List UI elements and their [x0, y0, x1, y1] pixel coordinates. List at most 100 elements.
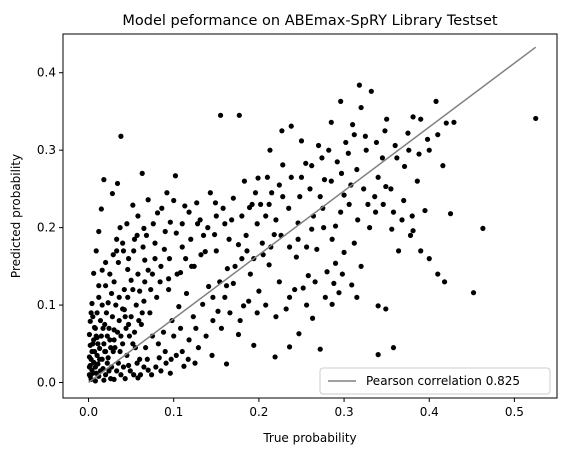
- data-point: [139, 310, 145, 316]
- data-point: [349, 122, 356, 128]
- data-point: [186, 209, 192, 215]
- data-point: [102, 372, 109, 378]
- data-point: [173, 352, 179, 358]
- data-point: [134, 360, 140, 366]
- data-point: [143, 345, 149, 351]
- data-point: [388, 186, 394, 192]
- data-point: [109, 190, 115, 197]
- data-point: [116, 317, 122, 324]
- data-point: [244, 248, 250, 254]
- data-point: [120, 364, 127, 370]
- data-point: [164, 190, 170, 196]
- data-point: [205, 225, 211, 231]
- data-point: [90, 314, 96, 320]
- data-point: [120, 240, 126, 246]
- data-point: [93, 333, 99, 339]
- data-point: [240, 303, 247, 309]
- data-point: [227, 310, 233, 316]
- data-point: [174, 271, 180, 277]
- data-point: [236, 112, 242, 118]
- data-point: [101, 177, 107, 183]
- data-point: [286, 205, 292, 211]
- data-point: [114, 329, 121, 335]
- data-point: [162, 348, 168, 355]
- data-point: [96, 228, 102, 235]
- data-point: [399, 217, 405, 223]
- data-point: [243, 232, 249, 238]
- data-point: [188, 236, 194, 242]
- data-point: [334, 159, 340, 165]
- data-point: [148, 372, 155, 378]
- data-point: [143, 232, 150, 238]
- data-point: [365, 201, 371, 207]
- data-point: [183, 290, 190, 297]
- data-point: [414, 178, 420, 184]
- data-point: [422, 207, 428, 214]
- data-point: [203, 333, 209, 339]
- data-point: [239, 213, 245, 219]
- data-point: [354, 166, 360, 173]
- data-point: [139, 170, 145, 176]
- data-point: [106, 368, 112, 374]
- data-point: [223, 283, 230, 289]
- data-point: [389, 226, 395, 232]
- fit-line-layer: [88, 46, 537, 384]
- data-point: [145, 197, 151, 203]
- y-axis-title: Predicted probability: [9, 154, 23, 278]
- data-point: [136, 317, 142, 324]
- y-tick-label: 0.4: [37, 66, 56, 80]
- data-point: [99, 302, 105, 308]
- data-point: [341, 192, 347, 198]
- data-point: [280, 162, 286, 168]
- data-point: [276, 182, 282, 188]
- data-point: [470, 290, 477, 296]
- data-point: [303, 244, 310, 250]
- data-point: [95, 361, 101, 367]
- data-point: [406, 147, 412, 153]
- data-point: [168, 356, 174, 362]
- data-point: [162, 228, 168, 235]
- data-point: [101, 377, 107, 383]
- data-point: [356, 82, 362, 88]
- data-point: [111, 337, 117, 343]
- data-point: [375, 303, 381, 309]
- data-point: [279, 128, 285, 134]
- x-tick-label: 0.2: [249, 405, 268, 419]
- data-point: [185, 356, 191, 362]
- data-point: [186, 337, 192, 343]
- data-point: [153, 364, 159, 370]
- data-point: [407, 232, 414, 238]
- data-point: [120, 248, 127, 254]
- data-point: [195, 345, 202, 351]
- data-point: [107, 271, 113, 277]
- legend-label: Pearson correlation 0.825: [366, 374, 520, 388]
- data-point: [441, 279, 448, 285]
- data-point: [173, 230, 179, 236]
- data-point: [426, 256, 432, 262]
- data-point: [443, 120, 449, 126]
- data-point: [255, 175, 261, 181]
- data-point: [418, 116, 424, 122]
- chart-title: Model peformance on ABEmax-SpRY Library …: [122, 13, 498, 29]
- data-point: [480, 225, 486, 231]
- data-point: [166, 256, 173, 262]
- data-point: [226, 236, 232, 242]
- data-point: [166, 276, 172, 282]
- data-point: [267, 147, 273, 153]
- data-point: [93, 248, 99, 254]
- data-point: [237, 317, 243, 324]
- data-point: [409, 213, 415, 219]
- x-axis-title: True probability: [262, 431, 356, 445]
- data-point: [156, 355, 162, 361]
- data-point: [224, 266, 230, 272]
- data-point: [120, 341, 126, 347]
- data-point: [98, 333, 104, 339]
- data-point: [138, 321, 144, 328]
- data-point: [98, 206, 104, 212]
- data-point: [263, 302, 269, 308]
- data-point: [86, 372, 92, 378]
- data-point: [380, 201, 386, 207]
- data-point: [102, 348, 108, 355]
- data-point: [355, 217, 361, 223]
- data-point: [127, 368, 133, 374]
